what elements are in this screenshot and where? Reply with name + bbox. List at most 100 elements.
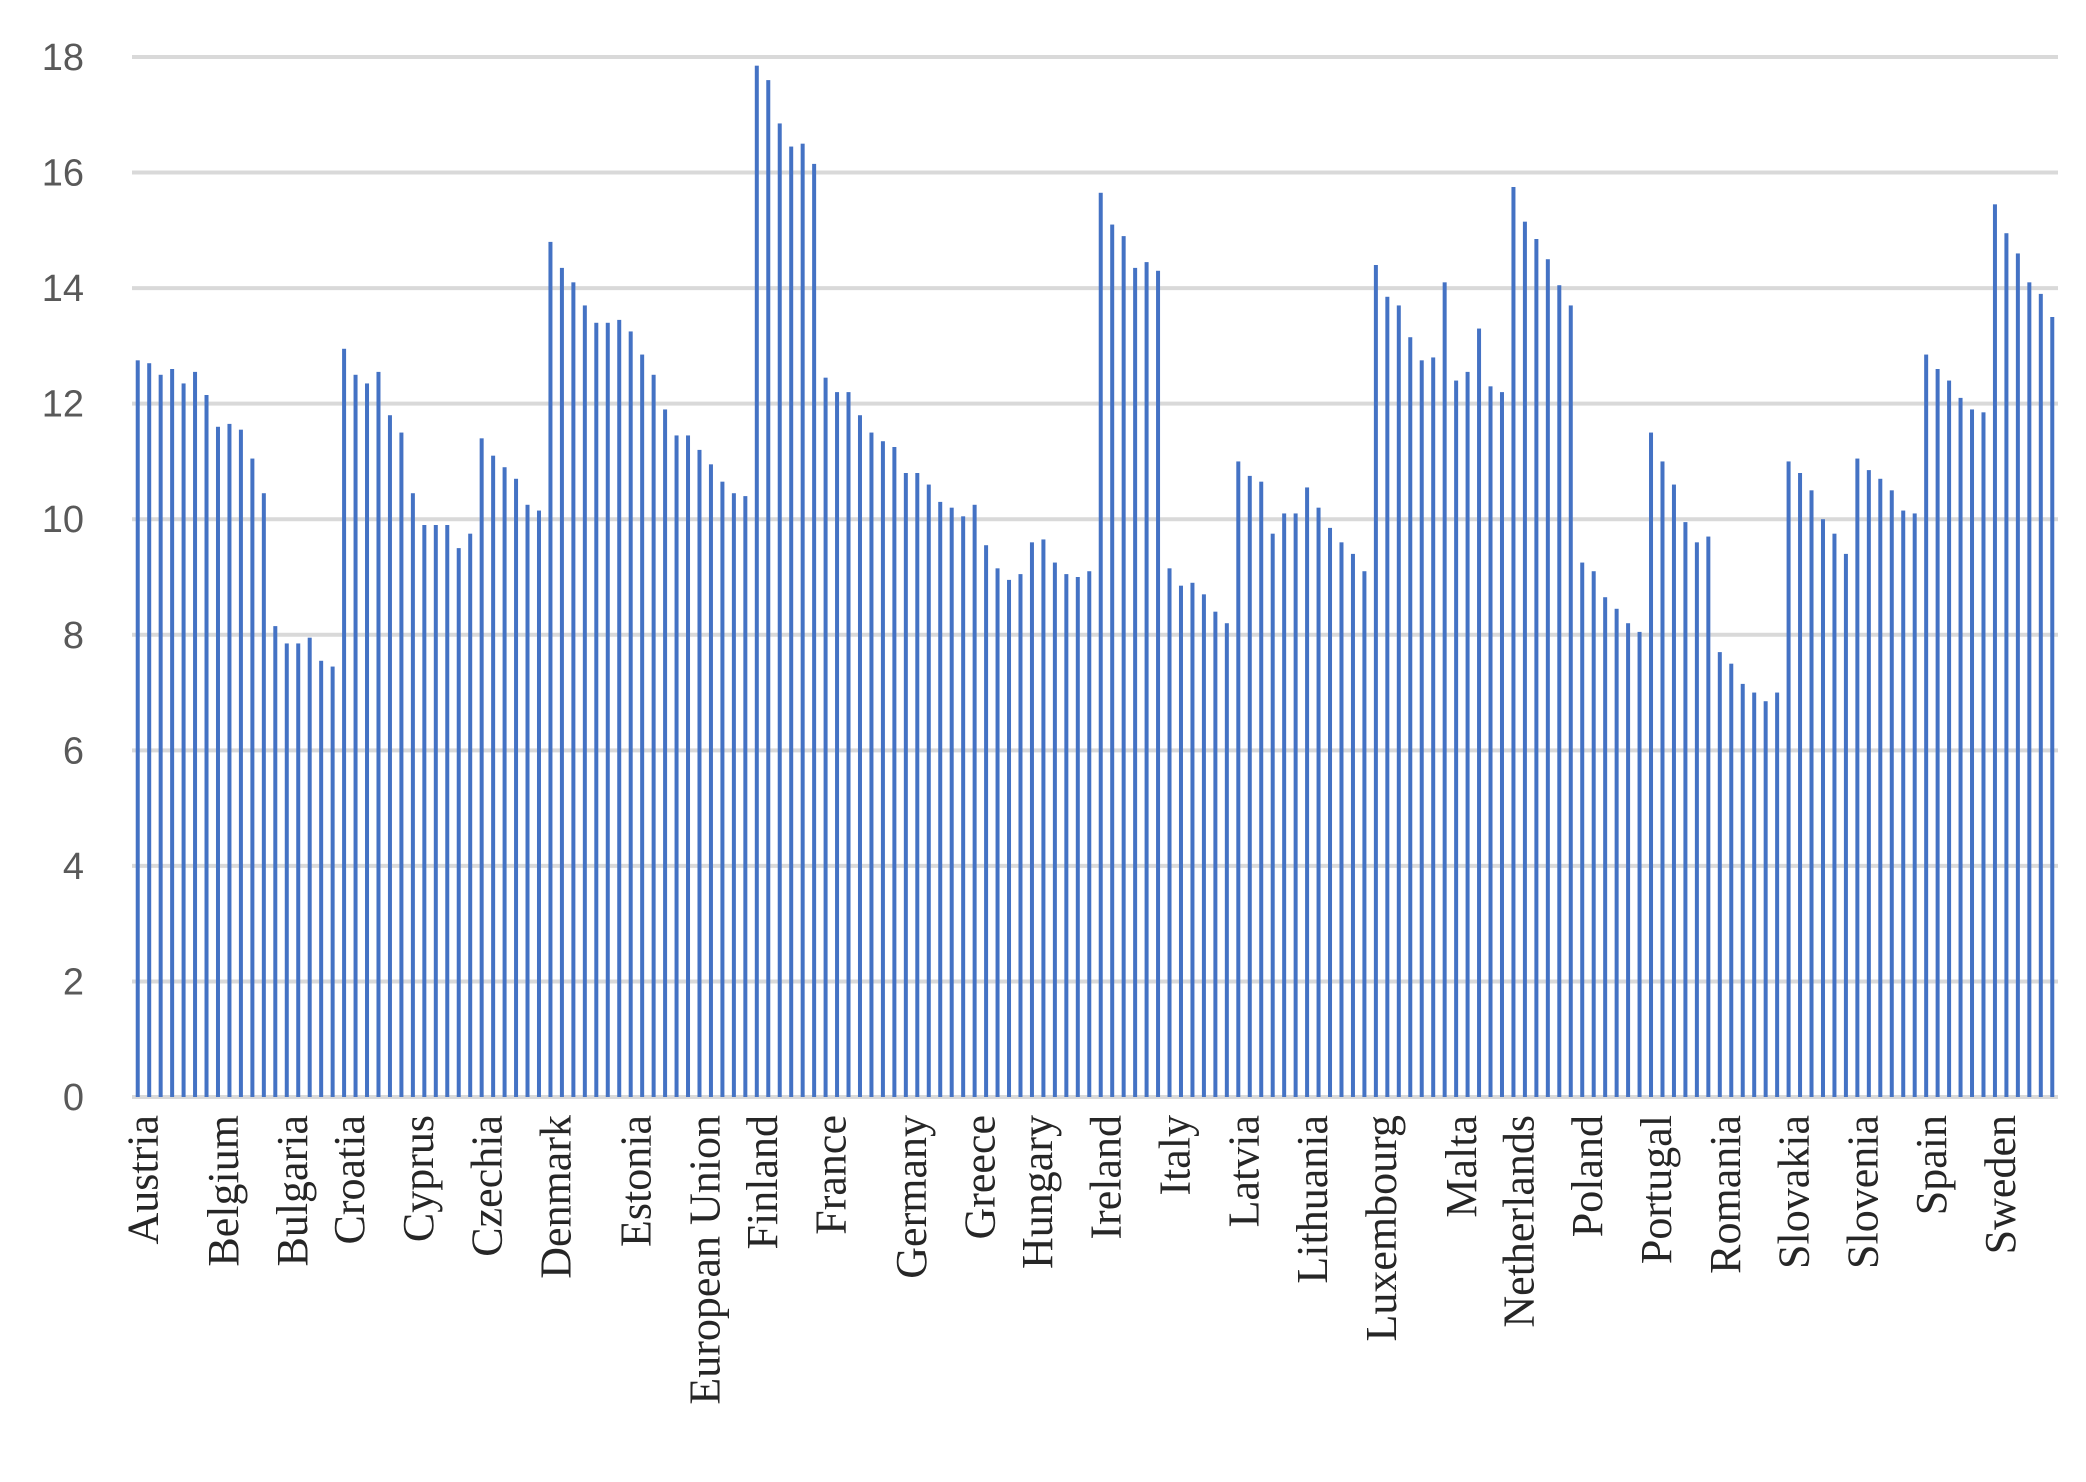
bar-bulgaria-1 bbox=[284, 643, 289, 1097]
bar-germany-6 bbox=[961, 516, 966, 1097]
bar-italy-6 bbox=[1224, 623, 1229, 1097]
bar-netherlands-3 bbox=[1534, 239, 1539, 1097]
bar-poland-6 bbox=[1637, 631, 1642, 1097]
bar-slovenia-3 bbox=[1878, 478, 1883, 1097]
x-tick-label: Latvia bbox=[1219, 1115, 1268, 1227]
bar-denmark-6 bbox=[605, 322, 610, 1097]
bar-portugal-5 bbox=[1694, 542, 1699, 1097]
x-tick-label: Netherlands bbox=[1494, 1115, 1543, 1328]
bar-czechia-3 bbox=[502, 467, 507, 1098]
bar-belgium-3 bbox=[238, 429, 243, 1097]
bar-ireland-1 bbox=[1098, 192, 1103, 1097]
bar-slovakia-4 bbox=[1820, 519, 1825, 1097]
x-tick-label: Estonia bbox=[612, 1115, 661, 1247]
bar-sweden-2 bbox=[2004, 233, 2009, 1098]
y-tick-label: 2 bbox=[63, 961, 84, 1003]
bar-hungary-4 bbox=[1064, 574, 1069, 1097]
bar-lithuania-5 bbox=[1350, 553, 1355, 1097]
bar-bulgaria-3 bbox=[307, 637, 312, 1097]
bar-slovakia-6 bbox=[1843, 553, 1848, 1097]
bar-luxembourg-1 bbox=[1373, 265, 1378, 1097]
bar-croatia-6 bbox=[399, 432, 404, 1097]
bar-czechia-1 bbox=[479, 438, 484, 1098]
bar-malta-5 bbox=[1499, 392, 1504, 1097]
x-tick-label: Ireland bbox=[1082, 1115, 1131, 1240]
bar-cyprus-2 bbox=[422, 525, 427, 1097]
bar-netherlands-4 bbox=[1545, 259, 1550, 1098]
bar-slovenia-5 bbox=[1901, 510, 1906, 1097]
bar-belgium-2 bbox=[227, 423, 232, 1097]
bar-germany-4 bbox=[938, 501, 943, 1097]
bar-poland-5 bbox=[1626, 623, 1631, 1097]
bar-croatia-4 bbox=[376, 371, 381, 1097]
bar-poland-1 bbox=[1580, 562, 1585, 1097]
bar-european-union-2 bbox=[708, 464, 713, 1098]
x-tick-label: Italy bbox=[1151, 1115, 1200, 1196]
y-tick-label: 8 bbox=[63, 615, 84, 657]
bar-france-2 bbox=[835, 392, 840, 1097]
bar-italy-3 bbox=[1190, 582, 1195, 1097]
bar-european-union-1 bbox=[697, 449, 702, 1097]
x-tick-label: Finland bbox=[738, 1115, 787, 1249]
bar-austria-5 bbox=[181, 383, 186, 1097]
bar-bulgaria-4 bbox=[319, 660, 324, 1097]
bar-austria-4 bbox=[170, 369, 175, 1097]
bar-greece-1 bbox=[972, 504, 977, 1097]
x-tick-label: Croatia bbox=[325, 1115, 374, 1245]
bar-lithuania-1 bbox=[1305, 487, 1310, 1097]
bar-belgium-6 bbox=[273, 626, 278, 1097]
x-tick-label: Bulgaria bbox=[268, 1115, 317, 1267]
bar-sweden-1 bbox=[1992, 204, 1997, 1097]
x-tick-label: Belgium bbox=[199, 1115, 248, 1267]
bar-latvia-6 bbox=[1293, 513, 1298, 1097]
bar-italy-4 bbox=[1201, 594, 1206, 1097]
x-tick-label: Germany bbox=[887, 1115, 936, 1279]
bar-denmark-4 bbox=[582, 305, 587, 1097]
bar-italy-5 bbox=[1213, 611, 1218, 1097]
bar-ireland-2 bbox=[1110, 224, 1115, 1097]
bar-portugal-2 bbox=[1660, 461, 1665, 1097]
bar-estonia-4 bbox=[663, 409, 668, 1097]
bar-czechia-6 bbox=[536, 510, 541, 1097]
x-tick-label: Slovenia bbox=[1838, 1115, 1887, 1269]
bar-latvia-3 bbox=[1259, 481, 1264, 1097]
x-tick-label: European Union bbox=[680, 1115, 729, 1405]
bar-romania-5 bbox=[1763, 701, 1768, 1097]
bar-belgium-1 bbox=[215, 426, 220, 1097]
bar-slovakia-3 bbox=[1809, 490, 1814, 1098]
bar-belgium-5 bbox=[261, 493, 266, 1098]
bar-estonia-1 bbox=[628, 331, 633, 1097]
bar-ireland-3 bbox=[1121, 236, 1126, 1098]
bar-estonia-2 bbox=[640, 354, 645, 1097]
bar-germany-1 bbox=[903, 473, 908, 1097]
bar-cyprus-6 bbox=[468, 533, 473, 1097]
bar-italy-2 bbox=[1178, 585, 1183, 1097]
bar-slovakia-2 bbox=[1798, 473, 1803, 1097]
bar-spain-2 bbox=[1935, 369, 1940, 1097]
bar-malta-1 bbox=[1454, 380, 1459, 1097]
x-tick-label: Poland bbox=[1563, 1115, 1612, 1237]
x-tick-label: Denmark bbox=[531, 1115, 580, 1279]
bar-portugal-1 bbox=[1649, 432, 1654, 1097]
gridlines bbox=[132, 55, 2058, 1099]
bar-estonia-5 bbox=[674, 435, 679, 1097]
bar-austria-3 bbox=[158, 374, 163, 1097]
x-tick-label: France bbox=[807, 1115, 856, 1235]
bar-netherlands-5 bbox=[1557, 285, 1562, 1098]
bar-finland-4 bbox=[789, 146, 794, 1097]
x-tick-label: Slovakia bbox=[1770, 1115, 1819, 1269]
bar-luxembourg-4 bbox=[1408, 337, 1413, 1098]
bar-portugal-6 bbox=[1706, 536, 1711, 1097]
bar-bulgaria-5 bbox=[330, 666, 335, 1097]
bar-netherlands-1 bbox=[1511, 187, 1516, 1097]
bar-spain-3 bbox=[1947, 380, 1952, 1097]
bar-spain-6 bbox=[1981, 412, 1986, 1098]
bar-slovenia-4 bbox=[1889, 490, 1894, 1098]
bar-finland-3 bbox=[777, 123, 782, 1097]
bar-greece-2 bbox=[984, 545, 989, 1097]
bar-luxembourg-6 bbox=[1431, 357, 1436, 1097]
bar-european-union-4 bbox=[731, 493, 736, 1098]
x-tick-label: Spain bbox=[1907, 1115, 1956, 1215]
